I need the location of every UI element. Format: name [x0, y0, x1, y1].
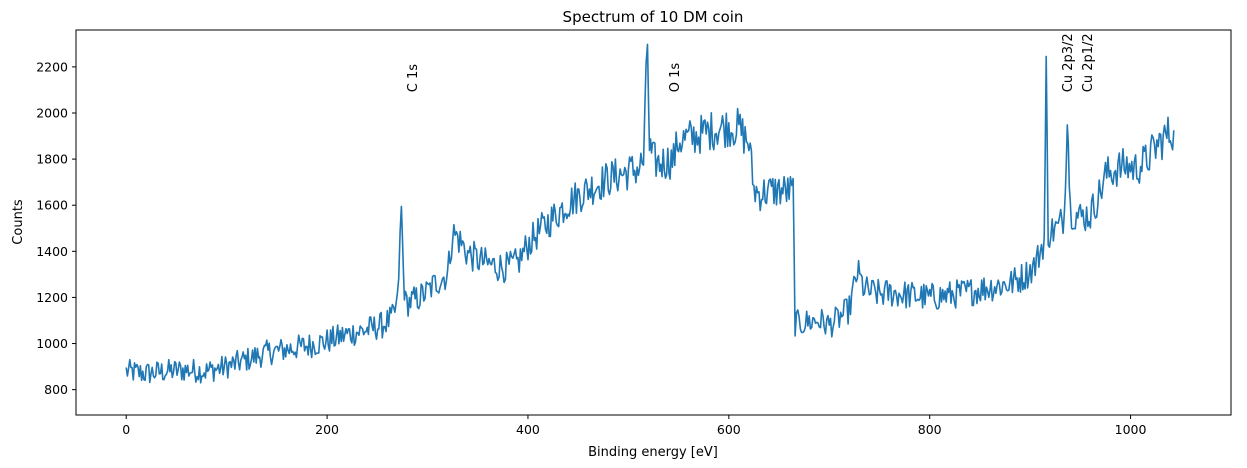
x-tick-label: 0	[122, 422, 130, 437]
axis-ticks: 0 200 400 600 800 1000 800 1000 1200 1400 1600 1800…	[36, 59, 1146, 437]
x-tick-label: 1000	[1115, 422, 1147, 437]
x-axis-label: Binding energy [eV]	[588, 445, 718, 460]
y-tick-label: 2000	[36, 105, 68, 120]
y-tick-label: 800	[44, 382, 68, 397]
x-tick-label: 400	[516, 422, 540, 437]
x-tick-label: 800	[918, 422, 942, 437]
x-tick-label: 600	[717, 422, 741, 437]
y-axis-label: Counts	[11, 199, 26, 245]
y-tick-label: 1600	[36, 198, 68, 213]
peak-label: O 1s	[668, 63, 683, 93]
peak-annotations: C 1s O 1s Cu 2p3/2 Cu 2p1/2	[406, 33, 1096, 92]
y-tick-label: 2200	[36, 59, 68, 74]
y-tick-label: 1200	[36, 290, 68, 305]
axes-frame	[75, 29, 1232, 416]
y-tick-label: 1000	[36, 336, 68, 351]
peak-label: C 1s	[406, 64, 421, 92]
spectrum-line	[125, 43, 1175, 384]
peak-label: Cu 2p1/2	[1081, 33, 1096, 92]
x-tick-label: 200	[315, 422, 339, 437]
y-tick-label: 1800	[36, 152, 68, 167]
y-tick-label: 1400	[36, 244, 68, 259]
chart-title: Spectrum of 10 DM coin	[563, 8, 744, 26]
plot-area	[125, 43, 1175, 384]
peak-label: Cu 2p3/2	[1061, 33, 1076, 92]
